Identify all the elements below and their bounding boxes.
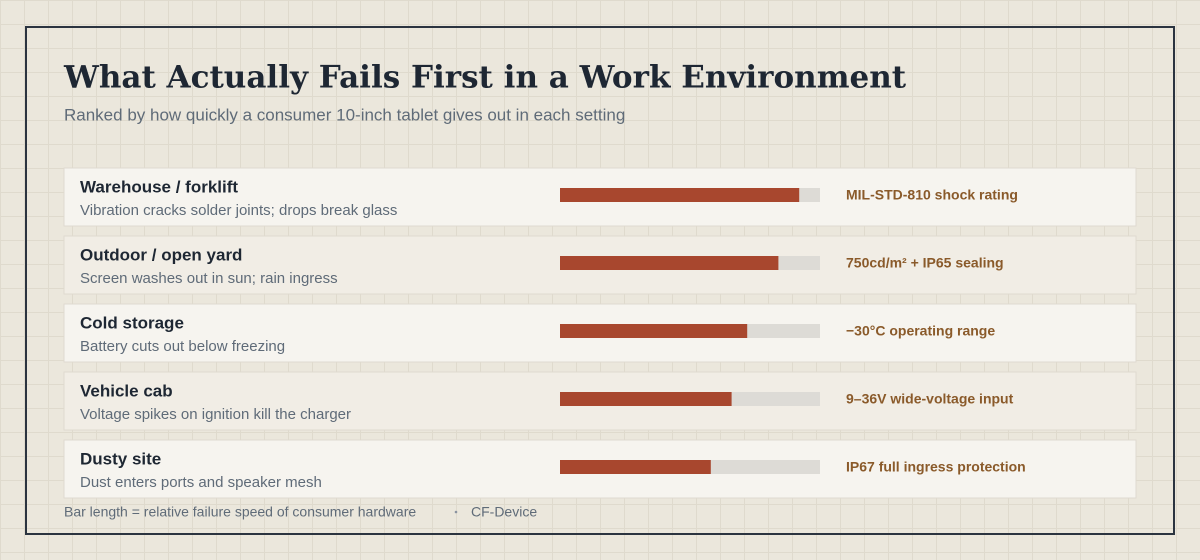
row-annotation: 9–36V wide-voltage input: [846, 391, 1014, 407]
row-description: Dust enters ports and speaker mesh: [80, 474, 322, 491]
row-description: Voltage spikes on ignition kill the char…: [80, 406, 351, 423]
row-name: Warehouse / forklift: [80, 177, 238, 196]
row-name: Dusty site: [80, 449, 161, 468]
bar: [560, 256, 779, 270]
chart-title: What Actually Fails First in a Work Envi…: [63, 60, 907, 96]
row-annotation: 750cd/m² + IP65 sealing: [846, 255, 1004, 271]
bar: [560, 392, 732, 406]
bar: [560, 460, 711, 474]
separator: [454, 510, 458, 514]
row-name: Outdoor / open yard: [80, 245, 242, 264]
row-description: Battery cuts out below freezing: [80, 338, 285, 355]
row-annotation: −30°C operating range: [846, 323, 995, 339]
chart-subtitle: Ranked by how quickly a consumer 10-inch…: [64, 105, 625, 124]
footnote: Bar length = relative failure speed of c…: [64, 504, 416, 520]
row-name: Vehicle cab: [80, 381, 173, 400]
row-description: Screen washes out in sun; rain ingress: [80, 270, 338, 287]
row-description: Vibration cracks solder joints; drops br…: [80, 202, 397, 219]
source: CF-Device: [471, 504, 537, 520]
bar: [560, 324, 748, 338]
row-card: [63, 167, 1137, 227]
bar: [560, 188, 800, 202]
row-annotation: MIL-STD-810 shock rating: [846, 187, 1018, 203]
row-annotation: IP67 full ingress protection: [846, 459, 1026, 475]
row-name: Cold storage: [80, 313, 184, 332]
frame: [25, 26, 1175, 535]
